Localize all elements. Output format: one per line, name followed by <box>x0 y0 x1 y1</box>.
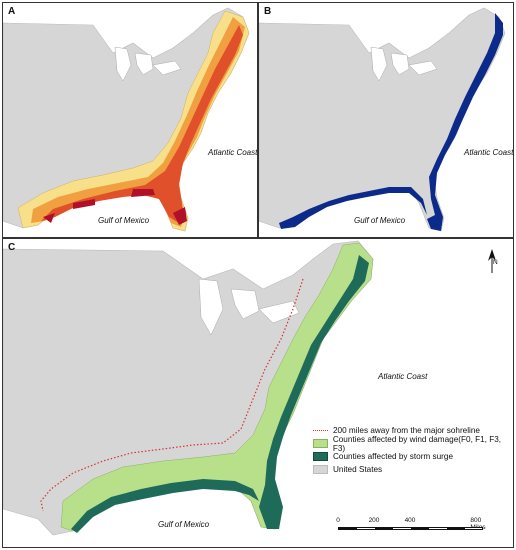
panel-a-wind-intensity-map: Atlantic Coast Gulf of Mexico A <box>2 2 258 238</box>
legend-label: 200 miles away from the major sohreline <box>333 426 480 435</box>
great-lakes <box>114 46 182 82</box>
panel-letter: B <box>264 6 272 17</box>
legend-swatch <box>313 439 328 448</box>
panel-letter: C <box>8 242 16 253</box>
storm-surge-coast <box>279 13 503 231</box>
atlantic-coast-label: Atlantic Coast <box>377 372 428 381</box>
atlantic-coast-label: Atlantic Coast <box>463 148 514 157</box>
gulf-of-mexico-label: Gulf of Mexico <box>98 216 150 225</box>
scale-tick: 400 <box>404 517 416 524</box>
legend-item-200-mile: 200 miles away from the major sohreline <box>313 424 513 437</box>
legend-item-wind: Counties affected by wind damage(F0, F1,… <box>313 434 513 453</box>
legend: 200 miles away from the major sohreline … <box>313 424 513 476</box>
legend-label: Counties affected by wind damage(F0, F1,… <box>332 434 502 453</box>
panel-c-combined-map: Atlantic Coast Gulf of Mexico C N 200 mi… <box>2 238 514 548</box>
gulf-of-mexico-label: Gulf of Mexico <box>158 520 210 529</box>
north-arrow: N <box>485 247 499 275</box>
storm-surge-counties <box>71 255 369 533</box>
north-arrow-icon <box>488 249 496 273</box>
scale-bar-graphic <box>338 527 483 530</box>
gulf-of-mexico-label: Gulf of Mexico <box>354 216 406 225</box>
panel-a-map-svg: Atlantic Coast Gulf of Mexico <box>3 7 258 232</box>
scale-bar: 0 200 400 800 Miles <box>336 517 488 541</box>
land-mass <box>259 7 506 232</box>
great-lakes <box>198 278 300 336</box>
north-label: N <box>493 259 498 266</box>
panel-b-map-svg: Atlantic Coast Gulf of Mexico <box>259 7 514 232</box>
legend-swatch <box>313 465 328 474</box>
wind-band-mid <box>31 17 245 227</box>
great-lakes <box>370 46 438 82</box>
panel-c-map-svg: Atlantic Coast Gulf of Mexico <box>3 240 428 536</box>
legend-label: United States <box>333 465 383 474</box>
legend-label: Counties affected by storm surge <box>333 452 453 461</box>
legend-item-us: United States <box>313 463 513 476</box>
scale-tick: 200 <box>368 517 380 524</box>
atlantic-coast-label: Atlantic Coast <box>207 148 258 157</box>
legend-swatch <box>313 452 328 461</box>
legend-swatch <box>313 422 328 431</box>
legend-item-surge: Counties affected by storm surge <box>313 450 513 463</box>
200-mile-line <box>40 278 304 512</box>
scale-tick: 0 <box>336 517 340 524</box>
panel-b-storm-surge-map: Atlantic Coast Gulf of Mexico B <box>258 2 514 238</box>
panel-letter: A <box>8 6 16 17</box>
